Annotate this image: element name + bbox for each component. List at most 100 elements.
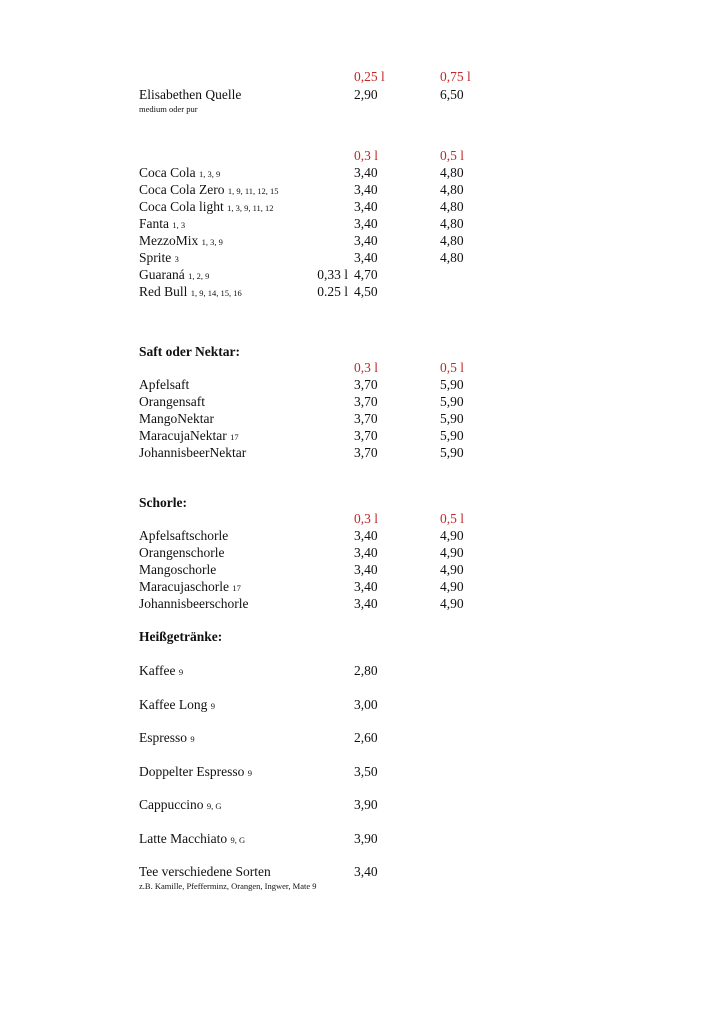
item-price: 5,90 [440,377,464,392]
item-price: 3,70 [354,411,378,426]
item-name: Mangoschorle [139,562,217,577]
item-price: 4,90 [440,579,464,594]
menu-item-name: Guaraná 1, 2, 9 [139,267,209,284]
item-name: Coca Cola [139,165,196,180]
menu-item-name: Coca Cola Zero 1, 9, 11, 12, 15 [139,182,279,199]
item-name: Maracujaschorle [139,579,229,594]
item-name: Coca Cola Zero [139,182,225,197]
item-price: 4,80 [440,216,464,231]
menu-item-name: Red Bull 1, 9, 14, 15, 16 [139,284,242,301]
item-subtitle: z.B. Kamille, Pfefferminz, Orangen, Ingw… [139,881,317,891]
section-title: Schorle: [139,495,187,510]
item-name: Orangenschorle [139,545,225,560]
additive-note: 1, 2, 9 [188,271,210,281]
additive-note: 17 [230,432,239,442]
item-name: Cappuccino [139,797,204,812]
item-size: 0,33 l [317,267,348,282]
additive-note: 1, 3 [172,220,186,230]
additive-note: 1, 3, 9 [201,237,223,247]
item-price: 3,40 [354,545,378,560]
item-price: 6,50 [440,87,464,102]
additive-note: 9 [178,667,184,677]
item-price: 2,60 [354,730,378,745]
item-name: Johannisbeerschorle [139,596,249,611]
menu-item-name: MangoNektar [139,411,214,427]
item-price: 3,70 [354,394,378,409]
additive-note: 1, 3, 9 [199,169,221,179]
item-price: 4,90 [440,596,464,611]
item-price: 3,70 [354,428,378,443]
item-price: 3,40 [354,182,378,197]
menu-item-name: Kaffee 9 [139,663,183,680]
item-price: 3,40 [354,579,378,594]
additive-note: 9, G [230,834,246,845]
menu-item-name: Kaffee Long 9 [139,697,215,714]
menu-item-name: Coca Cola 1, 3, 9 [139,165,220,182]
item-price: 5,90 [440,411,464,426]
additive-note: 1, 9, 11, 12, 15 [227,186,279,196]
item-price: 2,80 [354,663,378,678]
menu-item-name: Orangensaft [139,394,205,410]
size-header: 0,3 l [354,148,379,163]
item-price: 4,70 [354,267,378,282]
item-price: 3,90 [354,830,378,846]
item-price: 5,90 [440,445,464,460]
menu-item-name: Apfelsaftschorle [139,528,228,544]
item-name: MezzoMix [139,233,199,248]
item-price: 3,00 [354,696,378,712]
item-name: Tee verschiedene Sorten [139,864,271,879]
item-price: 3,70 [354,377,378,392]
item-subtitle: medium oder pur [139,104,198,114]
item-name: JohannisbeerNektar [139,445,247,460]
item-price: 3,40 [354,165,378,180]
item-name: MangoNektar [139,411,214,426]
item-price: 4,90 [440,528,464,543]
size-header: 0,3 l [354,360,379,375]
item-price: 4,90 [440,562,464,577]
item-name: Espresso [139,730,187,745]
item-name: Coca Cola light [139,199,224,214]
menu-item-name: Mangoschorle [139,562,216,578]
item-name: Guaraná [139,267,185,282]
section-title: Heißgetränke: [139,629,223,644]
item-price: 4,80 [440,165,464,180]
item-price: 4,50 [354,284,378,299]
item-name: Kaffee Long [139,696,208,712]
item-name: Fanta [139,216,169,231]
size-header: 0,5 l [440,360,465,375]
size-header: 0,75 l [440,69,471,84]
item-name: Sprite [139,250,172,265]
menu-item-name: MezzoMix 1, 3, 9 [139,233,223,250]
item-price: 3,40 [354,596,378,611]
item-size: 0.25 l [317,284,348,299]
item-name: Doppelter Espresso [139,763,245,779]
additive-note: 9 [210,700,215,711]
menu-item-name: Orangenschorle [139,545,224,561]
item-price: 3,40 [354,864,378,879]
menu-item-name: MaracujaNektar 17 [139,428,239,445]
additive-note: 17 [232,583,241,593]
item-price: 3,70 [354,445,378,460]
item-name: Orangensaft [139,394,205,409]
item-price: 2,90 [354,87,378,102]
additive-note: 9, G [206,801,222,811]
additive-note: 3 [174,254,179,264]
item-name: Kaffee [139,663,176,678]
menu-item-name: Apfelsaft [139,377,189,393]
additive-note: 9 [190,734,195,744]
menu-item-name: Elisabethen Quelle [139,87,241,103]
menu-item-name: Maracujaschorle 17 [139,579,241,596]
size-header: 0,5 l [440,148,465,163]
menu-item-name: Fanta 1, 3 [139,216,185,233]
item-price: 5,90 [440,394,464,409]
item-price: 5,90 [440,428,464,443]
item-name: Apfelsaftschorle [139,528,229,543]
item-name: Apfelsaft [139,377,190,392]
additive-note: 9 [247,767,252,778]
item-price: 3,40 [354,199,378,214]
size-header: 0,25 l [354,69,385,84]
item-name: Red Bull [139,284,188,299]
item-name: Elisabethen Quelle [139,87,242,102]
menu-item-name: Sprite 3 [139,250,179,267]
menu-item-name: Johannisbeerschorle [139,596,248,612]
